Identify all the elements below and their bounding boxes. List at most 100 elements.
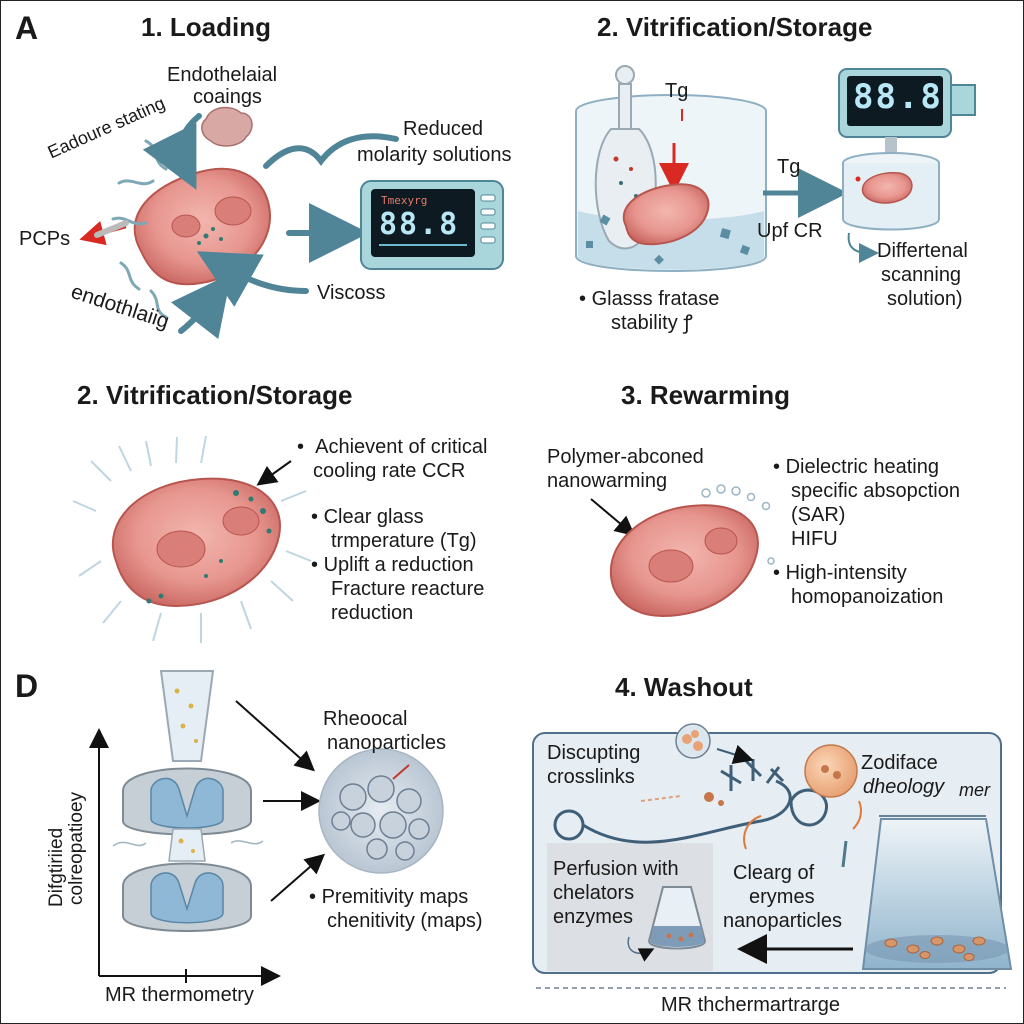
loading-arrows	[142, 113, 399, 340]
clearg-line3: nanoparticles	[723, 910, 842, 932]
washout-crosslinks	[720, 759, 785, 791]
glass-symbol: ꝭ	[683, 312, 693, 334]
washout-blue-arrow	[716, 744, 754, 764]
rw-bullet1-text: Dielectric heating	[785, 456, 939, 478]
v2-bullet1-line2: cooling rate CCR	[313, 460, 466, 482]
rw-bullet2-line2: homopanoization	[791, 586, 944, 608]
premittivity-line2: chenitivity (maps)	[327, 910, 483, 932]
rw-bullet1-line1: • Dielectric heating	[773, 456, 939, 478]
d-side-swirls	[112, 840, 264, 847]
discupting-line1: Discupting	[547, 742, 641, 764]
upf-label: Upf CR	[757, 220, 823, 242]
d-axes	[89, 728, 281, 986]
rw-bullet2-text: High-intensity	[785, 562, 907, 584]
dsc-beaker	[842, 152, 940, 231]
endothelial-blob	[201, 106, 253, 147]
tg-mid-label: Tg	[777, 156, 801, 178]
rw-bullet1-line4: HIFU	[791, 528, 838, 550]
viscoss-label: Viscoss	[317, 282, 386, 304]
premittivity-text: Premitivity maps	[321, 886, 469, 908]
premittivity-line1: • Premitivity maps	[309, 886, 469, 908]
dsc-line2: scanning	[881, 264, 962, 286]
loading-title: 1. Loading	[141, 12, 271, 42]
tg-top-label: Tg	[665, 80, 689, 102]
dsc-line1: Differtenal	[877, 240, 968, 262]
v2-bullet1-text: Achievent of critical	[315, 436, 488, 458]
vitrification-tissue	[622, 183, 710, 246]
washout-title: 4. Washout	[615, 672, 753, 702]
v2-bullet2-line2: trmperature (Tg)	[331, 530, 477, 552]
v2-bullet3-text: Uplift a reduction	[323, 554, 474, 576]
discupting-line2: crosslinks	[547, 766, 635, 788]
endothelial-line2: coaings	[193, 86, 262, 108]
endothelial-line1: Endothelaial	[167, 64, 278, 86]
pcps-tube	[94, 220, 129, 238]
washout-flask	[861, 818, 1013, 970]
v2-bullet3-line1: • Uplift a reduction	[311, 554, 474, 576]
d-particles	[174, 688, 198, 853]
vitrification2-lobe-1	[156, 530, 206, 568]
zodiface-label: Zodiface	[861, 752, 938, 774]
dheology-label: dheology	[863, 776, 945, 798]
polymer-line1: Polymer-abconed	[547, 446, 704, 468]
rewarming-lobe-1	[648, 549, 694, 583]
d-ylabel-line1: Difgtiriied	[46, 827, 67, 907]
vitrification2-spikes	[72, 435, 312, 643]
perfusion-line3: enzymes	[553, 906, 634, 928]
v2-bullet3-line2: Fracture reacture	[331, 578, 485, 600]
washout-loop	[553, 779, 828, 844]
d-nanoparticle-circle	[318, 748, 444, 874]
vitrification2-dots	[146, 490, 272, 604]
v2-bullet2-line1: • Clear glass	[311, 506, 424, 528]
washout-orange-arrows	[743, 800, 862, 868]
d-ylabel-line2: colreopatioey	[66, 791, 87, 905]
vitrification2-pointer	[256, 460, 292, 486]
dsc-line3: solution)	[887, 288, 963, 310]
v2-bullet2-text: Clear glass	[323, 506, 424, 528]
clearg-line2: erymes	[749, 886, 815, 908]
rw-bullet1-line3: (SAR)	[791, 504, 846, 526]
d-nozzle	[122, 670, 252, 932]
perfusion-line2: chelators	[553, 882, 635, 904]
rewarming-lobe-2	[704, 527, 738, 555]
vitrification-crystals	[586, 214, 751, 265]
glass-bullet-line2: stability ꝭ	[611, 312, 693, 335]
d-arrows	[235, 700, 326, 902]
perfusion-flask	[647, 886, 707, 950]
v2-bullet1-line1: • Achievent of critical	[297, 436, 488, 458]
perfusion-curl	[627, 936, 655, 962]
monitor-small-text: Tmexyrg	[381, 194, 428, 207]
rw-bullet1-line2: specific absopction	[791, 480, 960, 502]
rewarming-bubbles	[701, 484, 775, 565]
glass-bullet-line1: • Glasss fratase	[579, 288, 720, 310]
vitrification2-lobe-2	[222, 506, 260, 536]
loading-monitor-value: 88.8	[379, 207, 460, 242]
washout-footer: MR thchermartrarge	[661, 994, 840, 1016]
reduced-line2: molarity solutions	[357, 144, 512, 166]
vitrification-monitor-value: 88.8	[853, 77, 943, 117]
rheo-line1: Rheoocal	[323, 708, 408, 730]
clearg-line1: Clearg of	[733, 862, 815, 884]
panel-letter-d: D	[15, 668, 39, 704]
rewarming-pointer	[590, 498, 636, 537]
loading-monitor	[360, 180, 504, 270]
loading-tissue	[133, 167, 271, 286]
rheo-line2: nanoparticles	[327, 732, 446, 754]
vitrification2-title: 2. Vitrification/Storage	[77, 380, 353, 410]
washout-orange-sphere	[804, 744, 858, 798]
vitrification-monitor	[838, 68, 976, 159]
glass-bullet-text: Glasss fratase	[591, 288, 720, 310]
vitrification-title: 2. Vitrification/Storage	[597, 12, 873, 42]
panel-letter-a: A	[15, 10, 39, 46]
pcps-label: PCPs	[19, 228, 71, 250]
perfusion-line1: Perfusion with	[553, 858, 679, 880]
washout-top-sphere	[675, 723, 711, 759]
dsc-curl-arrow	[847, 232, 879, 263]
v2-bullet3-line3: reduction	[331, 602, 414, 624]
rewarming-title: 3. Rewarming	[621, 380, 791, 410]
washout-orange-dots	[704, 765, 841, 806]
reduced-line1: Reduced	[403, 118, 484, 140]
polymer-line2: nanowarming	[547, 470, 668, 492]
